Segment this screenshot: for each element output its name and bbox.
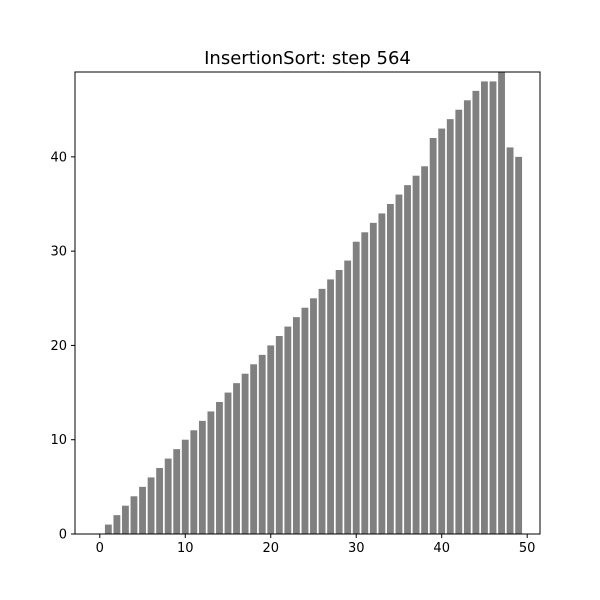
x-tick-label: 0 — [96, 541, 104, 556]
x-tick-label: 50 — [519, 541, 536, 556]
bar — [258, 354, 266, 534]
bar — [463, 100, 471, 534]
chart-title: InsertionSort: step 564 — [204, 48, 411, 69]
bar — [241, 373, 249, 534]
bar — [386, 204, 394, 534]
bar — [421, 166, 429, 535]
plot-frame — [74, 71, 541, 535]
bar — [250, 364, 258, 534]
y-tick-label: 30 — [50, 245, 67, 260]
bar — [233, 383, 240, 534]
bar — [395, 194, 403, 534]
y-tick-label: 20 — [50, 339, 67, 354]
bar — [506, 147, 514, 534]
bar — [378, 213, 386, 534]
bar — [164, 458, 172, 534]
bar — [190, 430, 198, 534]
bar — [267, 345, 275, 534]
bar — [147, 477, 155, 534]
bar — [130, 496, 138, 534]
bar — [404, 185, 411, 534]
bar — [498, 72, 505, 534]
bar — [515, 156, 523, 535]
bar — [335, 270, 343, 534]
bar — [122, 505, 129, 534]
bar — [481, 81, 488, 535]
bar — [173, 449, 181, 534]
bar — [369, 222, 377, 535]
bar — [489, 81, 497, 535]
bar — [446, 119, 454, 534]
bar — [318, 288, 326, 534]
bar — [139, 486, 146, 534]
y-tick-label: 0 — [59, 528, 67, 543]
bar — [412, 175, 420, 534]
bar — [344, 260, 352, 534]
bars-group — [104, 72, 523, 535]
x-tick-label: 10 — [177, 541, 194, 556]
bar — [438, 128, 446, 534]
bar — [207, 411, 215, 534]
bar — [216, 402, 223, 534]
bar — [472, 90, 480, 535]
bar — [181, 439, 189, 534]
bar — [275, 336, 283, 534]
bar — [198, 420, 206, 534]
x-tick-label: 30 — [348, 541, 365, 556]
y-axis: 0 10 20 30 40 — [50, 150, 75, 543]
x-tick-label: 20 — [262, 541, 279, 556]
bar — [352, 241, 360, 534]
bar — [104, 524, 112, 534]
bar — [113, 515, 121, 534]
bar — [327, 279, 334, 534]
bar — [284, 326, 292, 534]
bar — [310, 298, 317, 534]
bar — [455, 109, 463, 535]
bar — [301, 307, 309, 534]
y-tick-label: 10 — [50, 433, 67, 448]
bar — [292, 317, 300, 534]
x-axis: 0 10 20 30 40 50 — [96, 534, 536, 556]
bar — [429, 138, 437, 534]
bar — [361, 232, 369, 535]
bar — [224, 392, 232, 534]
x-tick-label: 40 — [433, 541, 450, 556]
bar — [156, 468, 164, 534]
y-tick-label: 40 — [50, 150, 67, 165]
